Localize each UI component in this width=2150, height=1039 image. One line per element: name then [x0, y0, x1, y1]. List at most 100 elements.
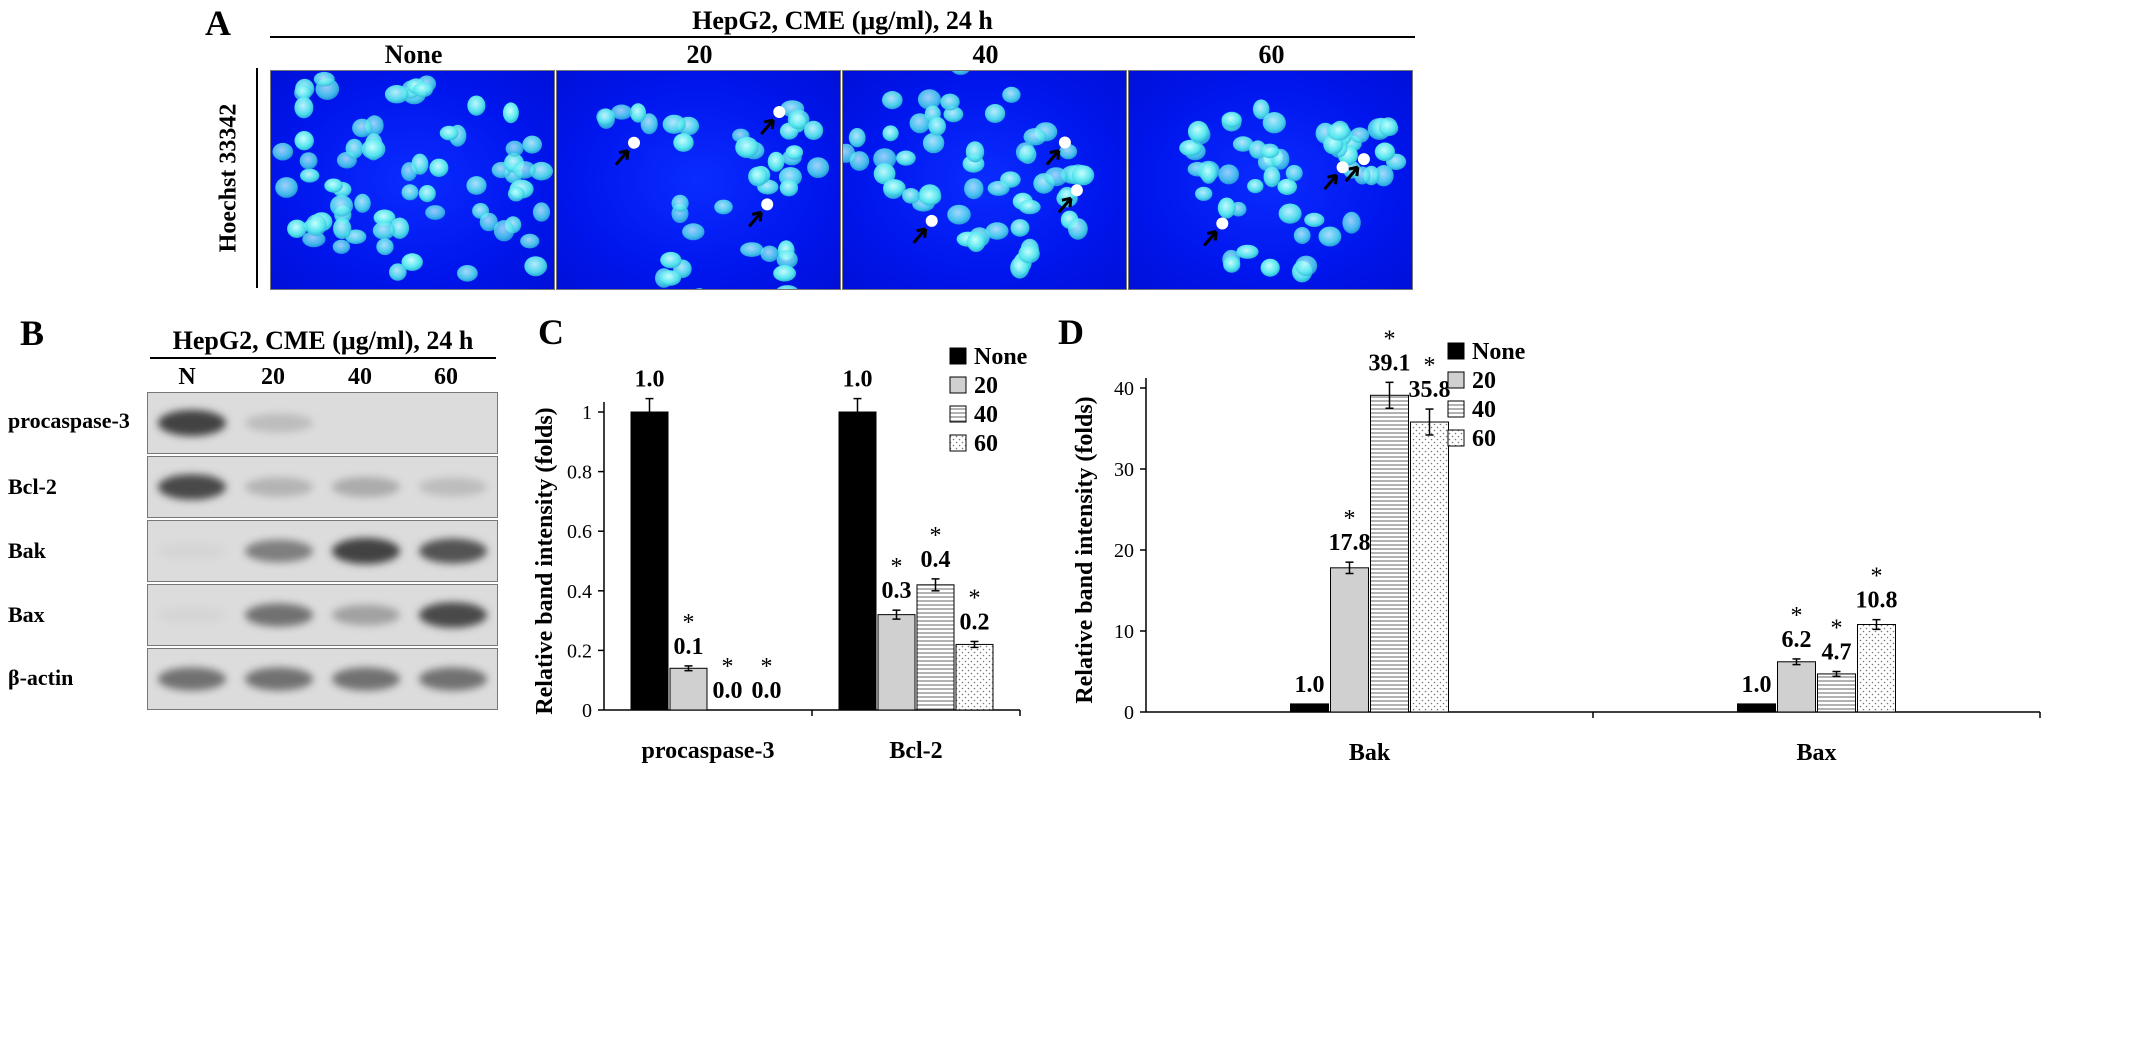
cell-nucleus [275, 177, 298, 198]
x-category-label: Bax [1796, 740, 1836, 766]
cell-nucleus [804, 120, 824, 140]
cell-nucleus [671, 194, 689, 212]
cell-nucleus [596, 108, 615, 126]
x-category-label: procaspase-3 [642, 738, 775, 764]
cell-nucleus [748, 166, 768, 187]
cell-nucleus [1327, 122, 1351, 141]
cell-nucleus [1252, 99, 1270, 120]
cell-nucleus [522, 135, 542, 154]
legend-label: 40 [974, 402, 998, 428]
bar [838, 411, 877, 711]
cell-nucleus [940, 93, 960, 111]
significance-star: * [1344, 506, 1356, 532]
panel-a-col-40: 40 [972, 40, 999, 69]
cell-nucleus [943, 106, 964, 123]
legend-label: 20 [974, 373, 998, 399]
panel-b-letter: B [20, 313, 45, 353]
cell-nucleus [922, 132, 945, 154]
cell-nucleus [401, 253, 423, 271]
cell-nucleus [883, 179, 906, 197]
cell-nucleus [467, 95, 486, 116]
blot-label-beta-actin: β-actin [8, 665, 74, 690]
cell-nucleus [294, 131, 314, 151]
cell-nucleus [345, 138, 364, 159]
cell-nucleus [1023, 128, 1047, 146]
cell-nucleus [1278, 203, 1302, 224]
cell-nucleus [849, 151, 870, 171]
cell-nucleus [776, 250, 798, 269]
chart-d: D Relative band intensity (folds) 0 10 20 30 4… [1058, 312, 2041, 766]
cell-nucleus [1285, 164, 1303, 182]
cell-nucleus [1247, 179, 1264, 194]
cell-nucleus [714, 199, 733, 215]
apoptotic-body [1216, 217, 1229, 230]
cell-nucleus [611, 104, 633, 120]
cell-nucleus [530, 161, 553, 181]
cell-nucleus [1018, 199, 1041, 215]
panel-a-col-60: 60 [1258, 40, 1285, 69]
cell-nucleus [1350, 127, 1370, 143]
y-tick-label: 1 [582, 402, 592, 424]
apoptotic-body [628, 136, 640, 149]
cell-nucleus [947, 204, 971, 225]
data-label: 17.8 [1329, 530, 1371, 556]
cell-nucleus [272, 142, 294, 161]
significance-star: * [722, 654, 734, 680]
cell-nucleus [773, 265, 796, 282]
blot-band [419, 667, 487, 691]
data-label: 39.1 [1369, 350, 1411, 376]
blot-bak [147, 520, 498, 582]
significance-star: * [761, 654, 773, 680]
data-label: 10.8 [1856, 588, 1898, 614]
cell-nucleus [345, 229, 367, 245]
cell-nucleus [779, 179, 799, 197]
arrow-icon [1348, 165, 1360, 177]
arrow-icon [751, 210, 763, 222]
data-label: 1.0 [843, 367, 873, 393]
cell-nucleus [1195, 186, 1213, 201]
apoptotic-body [1070, 184, 1083, 197]
blot-label-procaspase-3: procaspase-3 [8, 408, 130, 433]
apoptotic-body [925, 214, 938, 227]
y-tick-label: 0 [582, 700, 592, 722]
data-label: 0.0 [752, 678, 782, 704]
cell-nucleus [760, 245, 779, 262]
cell-nucleus [902, 188, 920, 204]
cell-nucleus [418, 185, 436, 203]
arrow-icon [1057, 197, 1073, 214]
cell-nucleus [985, 222, 1009, 240]
legend-swatch [1447, 400, 1465, 418]
blot-band [245, 477, 313, 497]
cell-nucleus [964, 178, 984, 200]
cell-nucleus [305, 214, 327, 237]
y-tick-label: 0 [1124, 702, 1134, 724]
cell-nucleus [987, 180, 1010, 196]
blot-bcl-2 [147, 456, 498, 518]
panel-a-header-line [270, 36, 1415, 38]
arrow-icon [614, 149, 630, 166]
y-tick-label: 0.8 [567, 462, 592, 484]
cell-nucleus [662, 114, 686, 134]
cell-nucleus [1071, 165, 1095, 186]
data-label: 0.0 [713, 678, 743, 704]
panel-a-header: HepG2, CME (μg/ml), 24 h [692, 6, 993, 35]
bar [877, 614, 916, 711]
blot-label-bak: Bak [8, 538, 46, 563]
y-tick-label: 0.6 [567, 521, 592, 543]
bar [630, 411, 669, 711]
apoptotic-body [1357, 153, 1370, 166]
cell-nucleus [294, 84, 312, 101]
blot-band [245, 667, 313, 691]
cell-nucleus [1373, 165, 1394, 187]
legend-swatch [1447, 429, 1465, 447]
blot-band [158, 667, 226, 691]
cell-nucleus [439, 125, 459, 141]
cell-nucleus [1068, 218, 1088, 240]
data-label: 0.3 [882, 578, 912, 604]
cell-nucleus [505, 140, 524, 157]
bar [669, 667, 708, 711]
blot-band [158, 409, 226, 437]
cell-nucleus [1010, 219, 1030, 237]
significance-star: * [930, 523, 942, 549]
cell-nucleus [896, 150, 916, 166]
